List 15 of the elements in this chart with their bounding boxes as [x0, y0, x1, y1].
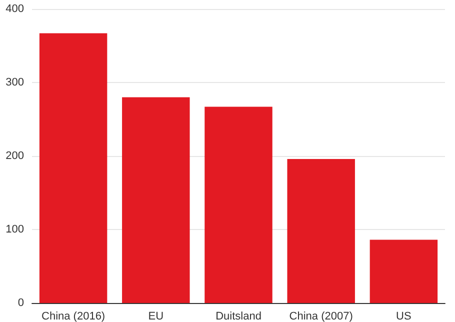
y-tick-label: 200 — [6, 150, 24, 162]
bar — [122, 97, 190, 303]
x-tick-label: China (2016) — [42, 310, 106, 322]
x-tick-label: China (2007) — [289, 310, 353, 322]
bar — [370, 240, 438, 303]
y-tick-label: 300 — [6, 76, 24, 88]
y-tick-label: 100 — [6, 224, 24, 236]
y-tick-label: 400 — [6, 3, 24, 15]
bar — [204, 106, 272, 303]
x-tick-label: US — [396, 310, 412, 322]
x-tick-label: Duitsland — [216, 310, 262, 322]
bar — [39, 33, 108, 303]
bar — [287, 158, 355, 303]
x-tick-label: EU — [148, 310, 164, 322]
y-tick-label: 0 — [18, 297, 24, 309]
